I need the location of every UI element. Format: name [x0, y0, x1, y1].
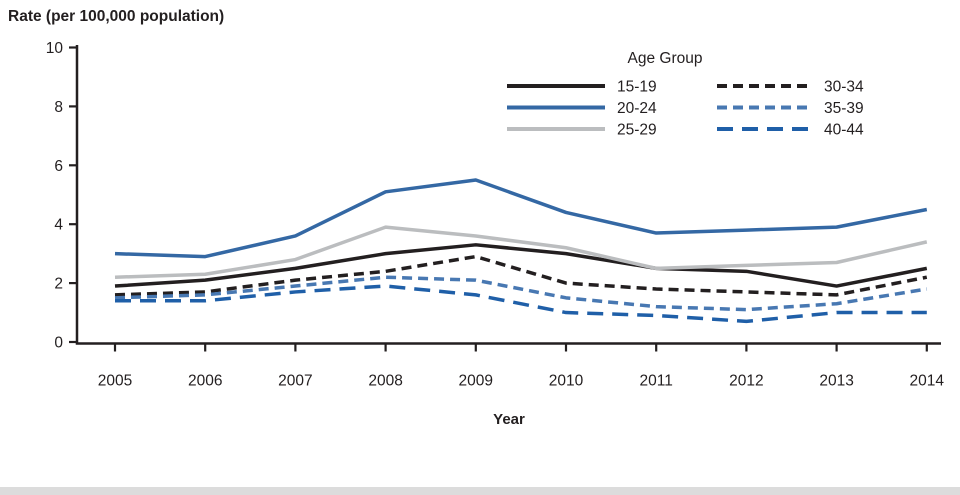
- legend-label-15-19: 15-19: [617, 79, 657, 96]
- legend-label-20-24: 20-24: [617, 100, 657, 117]
- series-line-40-44: [115, 284, 927, 324]
- x-axis-tick-label: 2006: [188, 373, 222, 390]
- y-axis-tick-label: 10: [46, 40, 64, 57]
- x-axis-tick-label: 2005: [98, 373, 132, 390]
- y-axis-tick-label: 2: [54, 276, 63, 293]
- x-axis-tick-label: 2009: [459, 373, 493, 390]
- series-line-25-29: [114, 225, 928, 279]
- legend-label-25-29: 25-29: [617, 122, 657, 139]
- series-line-35-39: [114, 275, 928, 312]
- legend-label-30-34: 30-34: [824, 79, 864, 96]
- x-axis-label: Year: [493, 411, 525, 428]
- chart-title: Rate (per 100,000 population): [8, 8, 224, 25]
- series-line-30-34: [114, 254, 928, 297]
- legend-label-40-44: 40-44: [824, 122, 864, 139]
- legend-title: Age Group: [628, 50, 703, 67]
- y-axis-tick-label: 0: [54, 335, 63, 352]
- x-axis-tick-label: 2011: [640, 373, 673, 390]
- legend-label-35-39: 35-39: [824, 100, 864, 117]
- x-axis-tick-label: 2007: [278, 373, 312, 390]
- series-line-20-24: [114, 178, 928, 259]
- y-axis-tick-label: 6: [54, 158, 63, 175]
- x-axis-tick-label: 2012: [729, 373, 763, 390]
- x-axis-tick-label: 2014: [910, 373, 945, 390]
- x-axis-tick-label: 2010: [549, 373, 584, 390]
- plot-area: 0 2 4 6 8 10 2005 2006 2007 2008 2009 2010 2011 2012 2…: [46, 40, 945, 428]
- series-line-15-19: [114, 243, 928, 288]
- y-axis-tick-label: 4: [54, 217, 63, 234]
- bottom-strip: [0, 487, 960, 495]
- x-axis-tick-label: 2008: [368, 373, 402, 390]
- y-axis-tick-label: 8: [54, 99, 63, 116]
- x-axis-tick-label: 2013: [819, 373, 853, 390]
